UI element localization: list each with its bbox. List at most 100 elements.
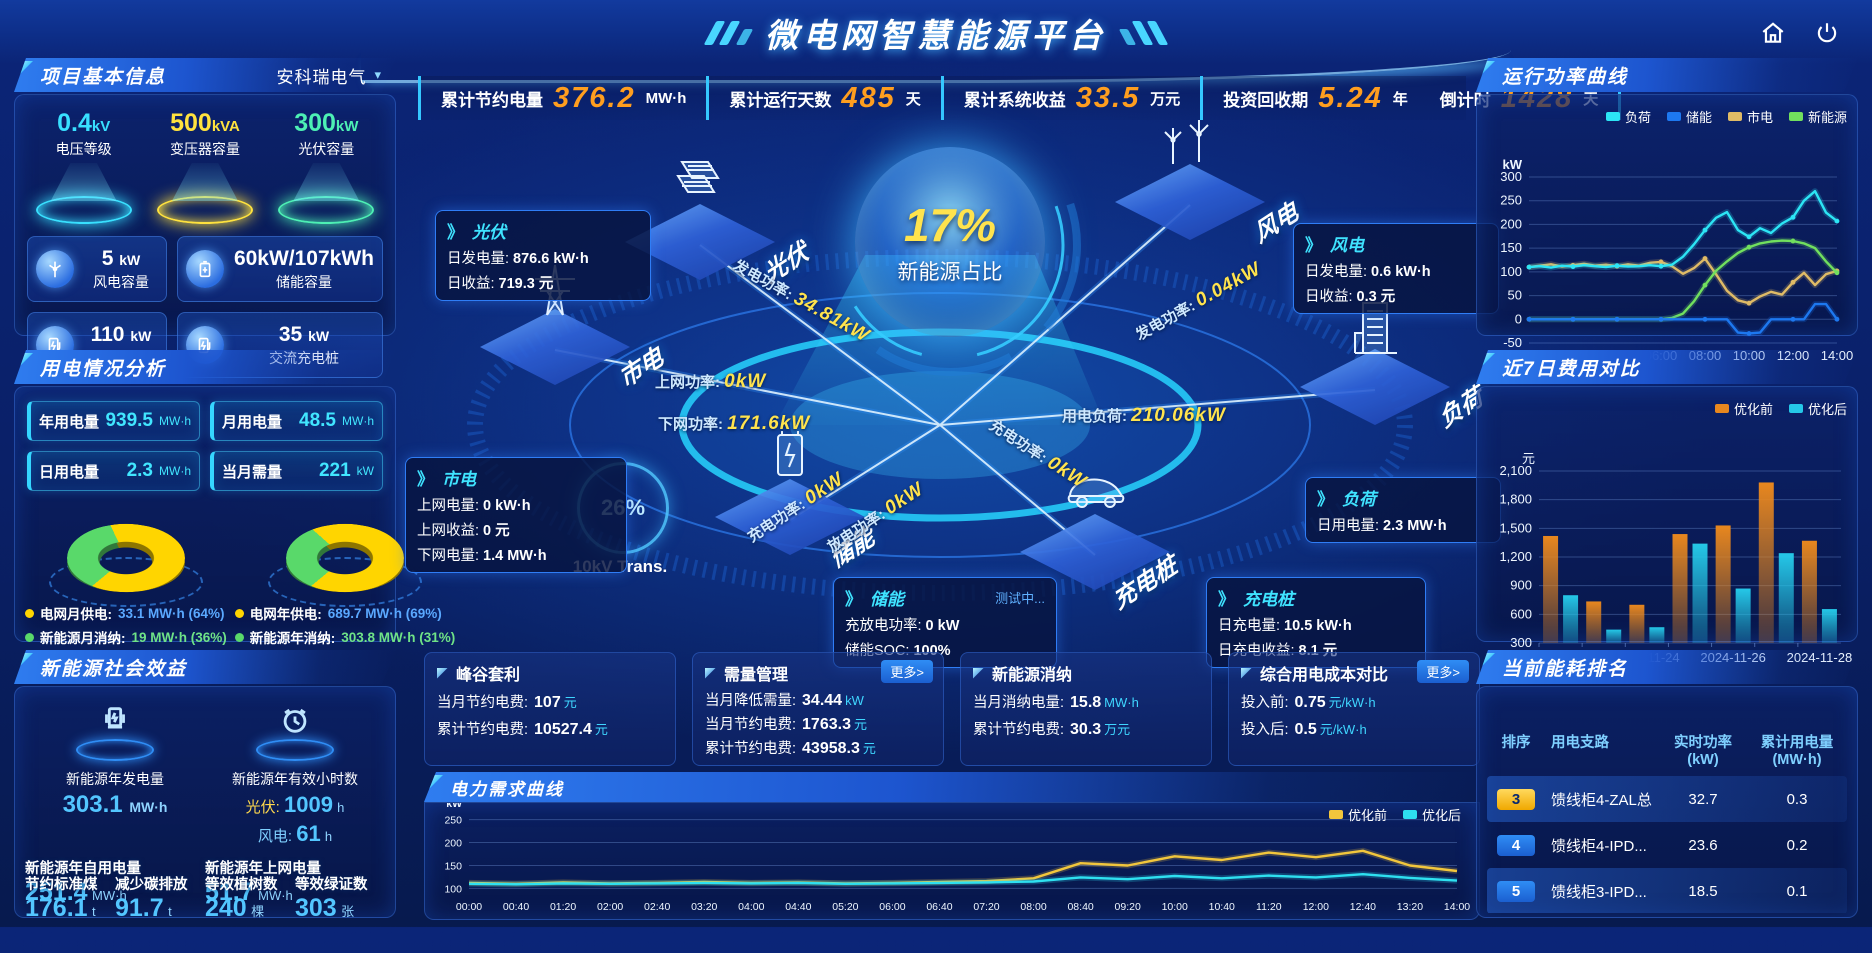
svg-text:150: 150 [444, 860, 462, 872]
svg-text:150: 150 [1500, 240, 1522, 255]
legend-label: 储能 [1685, 110, 1712, 125]
solar-panel-icon [668, 152, 732, 211]
company-dropdown[interactable]: 安科瑞电气 ▾ [276, 63, 382, 88]
more-button[interactable]: 更多> [1417, 660, 1469, 683]
stand-base [76, 739, 154, 761]
panel-corner-icon [1480, 653, 1495, 668]
rank-badge: 5 [1497, 880, 1535, 902]
svg-text:00:00: 00:00 [456, 901, 482, 913]
demand-curve-header: 电力需求曲线 [424, 772, 1480, 802]
svg-text:1,200: 1,200 [1499, 549, 1532, 564]
wind-node[interactable]: 风电 [1115, 110, 1302, 249]
load-node[interactable]: 负荷 [1300, 295, 1487, 434]
microgrid-scene: 光伏 风电 市电 储能 充电桩 负荷 17% [400, 95, 1501, 668]
caret-down-icon: ▾ [374, 67, 382, 82]
stat-label: 年用电量 [39, 413, 100, 431]
storage-node[interactable]: 储能 [715, 425, 878, 574]
svg-text:07:20: 07:20 [973, 901, 999, 913]
legend-item[interactable]: 市电 [1727, 107, 1773, 126]
kpi-segment: 累计系统收益 33.5 万元 [940, 76, 1200, 120]
legend-label: 优化前 [1347, 808, 1387, 823]
usage-analysis-body: 年用电量 939.5 MW·h 月用电量 48.5 MW·h 日用电量 2.3 MW·h 当… [14, 386, 455, 646]
legend-item[interactable]: 新能源 [1788, 107, 1847, 126]
company-name: 安科瑞电气 [276, 67, 367, 87]
svg-text:02:00: 02:00 [597, 901, 623, 913]
demand-chart: 100 150 200 250 00:00 00:40 01:20 02:00 02:40 03:… [425, 798, 1479, 924]
power-icon[interactable] [1810, 16, 1844, 50]
usage-analysis-header: 用电情况分析 [14, 350, 396, 384]
kpi-total-income: 累计系统收益 33.5 万元 [948, 82, 1196, 115]
legend-item[interactable]: 优化前 [1714, 399, 1773, 418]
svg-text:13:20: 13:20 [1397, 901, 1423, 913]
panel-title: 用电情况分析 [40, 358, 167, 380]
svg-text:12:00: 12:00 [1303, 901, 1329, 913]
charger-node[interactable]: 充电桩 [1020, 460, 1181, 615]
pedestal-base [156, 196, 253, 224]
day-energy-stat: 日用电量 2.3 MW·h [27, 451, 200, 491]
legend-value: 689.7 MW·h (69%) [327, 605, 442, 621]
metric-feed-in: 新能源年上网电量 51.7 MW·h [205, 861, 321, 906]
row-unit: h [337, 800, 345, 815]
pedestal-unit: kV [91, 118, 111, 135]
energy-ranking-body: 排序 用电支路 实时功率 (kW) 累计用电量 (MW·h) 3 馈线柜4-ZAL总… [1476, 686, 1858, 918]
legend-swatch-icon [1727, 112, 1742, 121]
core-orb: 17% 新能源占比 [855, 147, 1045, 337]
flow-grid-export: 上网功率: 0kW [655, 371, 767, 392]
panel-corner-icon [1480, 61, 1495, 76]
svg-text:00:40: 00:40 [503, 901, 529, 913]
legend-item[interactable]: 优化后 [1402, 805, 1461, 824]
card-title: 新能源消纳 [992, 667, 1073, 684]
table-row[interactable]: 5 馈线柜3-IPD... 18.5 0.1 [1487, 868, 1847, 913]
svg-text:01:20: 01:20 [550, 901, 576, 913]
year-mix-donut: 电网年供电: 689.7 MW·h (69%) 新能源年消纳: 303.8 MW·h… [231, 499, 460, 647]
legend-label: 负荷 [1624, 110, 1651, 125]
svg-text:100: 100 [1500, 264, 1522, 279]
callout-title: 风电 [1330, 236, 1364, 255]
pedestal-label: 电压等级 [55, 141, 112, 157]
kpi-unit: MW·h [645, 89, 687, 107]
more-button[interactable]: 更多> [881, 660, 933, 683]
renewable-share-value: 17% [903, 199, 997, 251]
stat-label: 日用电量 [39, 463, 100, 481]
svg-text:08:40: 08:40 [1067, 901, 1093, 913]
panel-corner-icon [18, 353, 33, 368]
wind-callout: 》风电 日发电量: 0.6 kW·h 日收益: 0.3 元 [1293, 223, 1499, 314]
legend-item[interactable]: 储能 [1666, 107, 1712, 126]
legend-label: 新能源年消纳: [249, 631, 336, 646]
card-corner-icon [1241, 667, 1252, 679]
fee-compare-body: 优化前 优化后 3006009001,2001,5001,8002,100元202… [1476, 386, 1858, 665]
table-row[interactable]: 3 馈线柜4-ZAL总 32.7 0.3 [1487, 776, 1847, 822]
fee-compare-header: 近7日费用对比 [1476, 350, 1858, 384]
kpi-unit: 万元 [1150, 90, 1181, 108]
legend-renew-month: 新能源月消纳: 19 MW·h (36%) [25, 627, 227, 647]
row-unit: h [324, 829, 333, 844]
pv-hours-row: 光伏: 1009 h [205, 792, 385, 818]
energy-ranking-header: 当前能耗排名 [1476, 650, 1858, 684]
stat-value: 2.3 [126, 460, 153, 481]
pedestal-label: 变压器容量 [169, 141, 240, 157]
legend-label: 优化后 [1807, 402, 1847, 417]
legend-value: 19 MW·h (36%) [131, 629, 227, 645]
wind-turbine-icon [36, 250, 74, 288]
legend-item[interactable]: 优化前 [1328, 805, 1387, 824]
wind-capacity-card: 5 kW 风电容量 [27, 236, 167, 302]
home-icon[interactable] [1756, 16, 1790, 50]
pv-capacity-pedestal: 300kW 光伏容量 [266, 109, 387, 224]
legend-item[interactable]: 优化后 [1788, 399, 1847, 418]
table-row[interactable]: 4 馈线柜4-IPD... 23.6 0.2 [1487, 822, 1847, 868]
legend-item[interactable]: 负荷 [1605, 107, 1651, 126]
run_power-plot: -5005010015020025030000:0002:0004:0006:0… [1500, 157, 1853, 363]
benefit-cards-row: 峰谷套利 当月节约电费: 107 元 累计节约电费: 10527.4 元 需量管理 更多… [424, 652, 1480, 766]
kpi-value: 5.24 [1318, 81, 1383, 114]
card-corner-icon [437, 667, 448, 679]
social-benefit-header: 新能源社会效益 [14, 650, 396, 684]
page-title: 微电网智慧能源平台 [765, 17, 1107, 54]
peak-valley-card: 峰谷套利 当月节约电费: 107 元 累计节约电费: 10527.4 元 [424, 652, 676, 766]
battery-icon [185, 250, 224, 288]
renewable-share-label: 新能源占比 [897, 261, 1003, 284]
legend-renew-year: 新能源年消纳: 303.8 MW·h (31%) [234, 627, 455, 647]
run-power-header: 运行功率曲线 [1476, 58, 1858, 92]
flow-grid-import: 下网功率: 171.6kW [658, 413, 811, 434]
fee_compare-plot: 3006009001,2001,5001,8002,100元2024-11-22… [1499, 451, 1852, 665]
